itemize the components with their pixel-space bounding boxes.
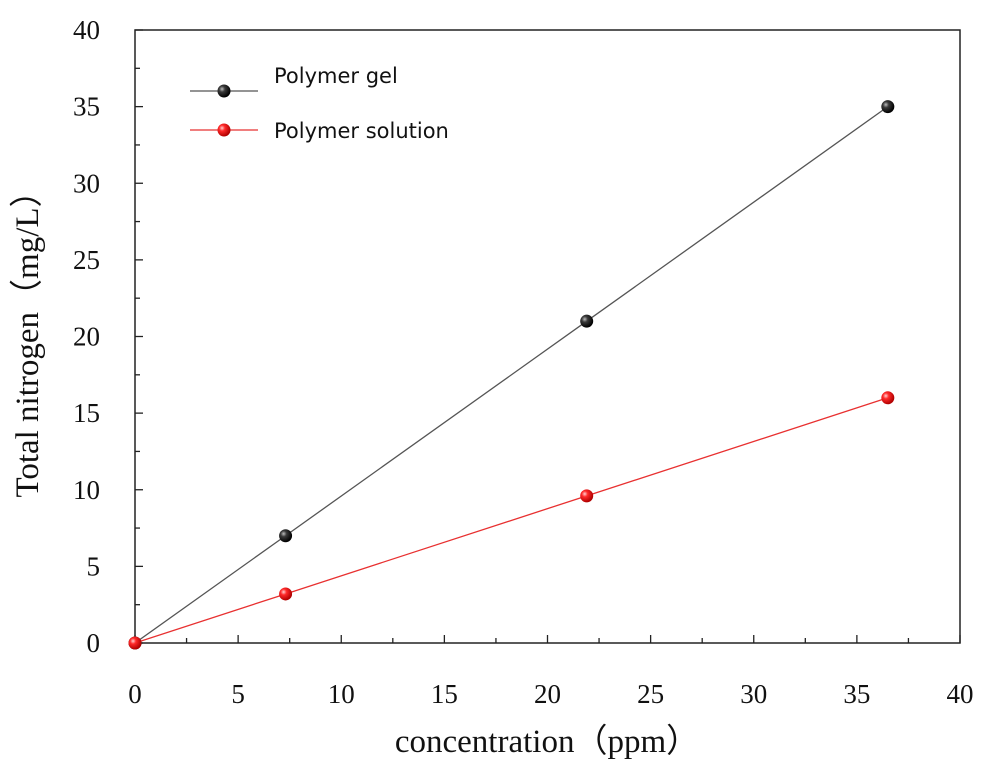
x-tick-label: 30 [740, 679, 767, 709]
y-tick-label: 20 [73, 322, 100, 352]
legend: Polymer gel Polymer solution [190, 64, 449, 143]
x-tick-label: 40 [947, 679, 974, 709]
data-point-polymer-solution [881, 391, 895, 405]
legend-marker-polymer-gel [217, 84, 231, 98]
x-tick-label: 20 [534, 679, 561, 709]
y-tick-label: 25 [73, 245, 100, 275]
x-tick-label: 25 [637, 679, 664, 709]
plot-frame [134, 29, 961, 644]
legend-marker-polymer-solution [217, 123, 231, 137]
series-line-polymer-gel [134, 106, 889, 644]
y-tick-label: 10 [73, 475, 100, 505]
legend-label-polymer-solution: Polymer solution [274, 119, 449, 143]
y-tick-label: 15 [73, 398, 100, 428]
x-tick-label: 0 [128, 679, 142, 709]
y-tick-label: 0 [87, 628, 101, 658]
x-tick-label: 10 [328, 679, 355, 709]
data-point-polymer-gel [881, 100, 895, 114]
x-axis-ticks: 0 5 10 15 20 25 30 35 40 [128, 635, 974, 709]
series-layer [128, 100, 895, 650]
data-point-polymer-solution [128, 636, 142, 650]
data-point-polymer-gel [580, 314, 594, 328]
legend-label-polymer-gel: Polymer gel [274, 64, 398, 88]
x-tick-label: 35 [843, 679, 870, 709]
data-point-polymer-solution [279, 587, 293, 601]
data-point-polymer-solution [580, 489, 594, 503]
y-tick-label: 40 [73, 15, 100, 45]
y-axis-ticks: 0 5 10 15 20 25 30 35 40 [73, 15, 143, 658]
x-tick-label: 15 [431, 679, 458, 709]
x-axis-title: concentration（ppm） [395, 724, 699, 760]
y-tick-label: 35 [73, 92, 100, 122]
y-tick-label: 30 [73, 168, 100, 198]
y-axis-title: Total nitrogen（mg/L） [10, 174, 46, 497]
data-point-polymer-gel [279, 529, 293, 543]
y-tick-label: 5 [87, 551, 101, 581]
series-line-polymer-solution [134, 397, 889, 644]
x-tick-label: 5 [231, 679, 245, 709]
